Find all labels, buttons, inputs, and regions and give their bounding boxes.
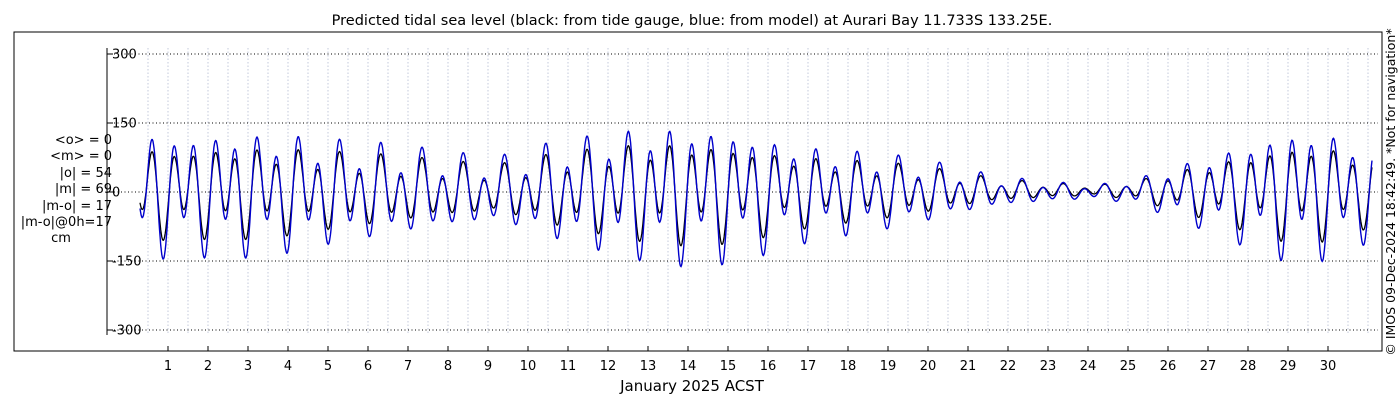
y-tick-label: 150 [112,117,137,132]
x-tick-label: 26 [1160,359,1177,374]
y-tick-label: -150 [112,255,142,270]
x-tick-label: 5 [324,359,332,374]
stat-abs-model: |m| = 69 [54,182,112,198]
statistics-panel: <o> = 0 <m> = 0 |o| = 54 |m| = 69 |m-o| … [4,133,112,248]
x-axis-label: January 2025 ACST [619,377,765,395]
x-tick-label: 24 [1080,359,1097,374]
stat-unit: cm [51,231,71,247]
x-tick-label: 16 [760,359,777,374]
y-tick-label: 0 [112,186,120,201]
x-tick-label: 15 [720,359,737,374]
x-tick-label: 28 [1240,359,1257,374]
x-tick-label: 1 [164,359,172,374]
x-tick-label: 8 [444,359,452,374]
x-tick-label: 19 [880,359,897,374]
x-tick-label: 6 [364,359,372,374]
copyright-note: © IMOS 09-Dec-2024 18:42:49. *Not for na… [1383,28,1398,355]
y-tick-label: 300 [112,48,137,63]
stat-mean-observed: <o> = 0 [54,133,112,148]
x-tick-label: 20 [920,359,937,374]
x-tick-label: 10 [520,359,537,374]
x-tick-label: 7 [404,359,412,374]
x-tick-label: 22 [1000,359,1017,374]
x-tick-label: 14 [680,359,697,374]
x-tick-label: 4 [284,359,292,374]
chart-title: Predicted tidal sea level (black: from t… [332,13,1053,29]
x-tick-label: 17 [800,359,817,374]
x-tick-label: 30 [1320,359,1337,374]
y-tick-labels: -300 -150 0 150 300 [112,48,142,339]
x-tick-label: 9 [484,359,492,374]
outer-frame [13,31,1383,352]
x-tick-label: 27 [1200,359,1217,374]
x-tick-label: 2 [204,359,212,374]
series-line-model [139,130,1373,268]
vertical-gridlines [147,48,1369,335]
y-tick-label: -300 [112,324,142,339]
horizontal-gridlines [107,53,1378,331]
x-tick-label: 23 [1040,359,1057,374]
stat-mean-model: <m> = 0 [50,149,112,165]
stat-abs-diff: |m-o| = 17 [41,198,112,214]
x-tick-label: 12 [600,359,617,374]
x-tick-label: 11 [560,359,577,374]
x-tick-label: 21 [960,359,977,374]
x-tick-label: 18 [840,359,857,374]
stat-abs-diff-0h: |m-o|@0h=17 [20,215,112,231]
x-tick-labels: 1 2 3 4 5 6 7 8 9 10 11 12 13 14 15 16 17 18 19 20 21 22 23 24 2… [164,346,1336,374]
tide-series [139,130,1373,268]
x-tick-label: 13 [640,359,657,374]
stat-abs-observed: |o| = 54 [59,165,112,181]
x-tick-label: 29 [1280,359,1297,374]
x-tick-label: 25 [1120,359,1137,374]
x-tick-label: 3 [244,359,252,374]
